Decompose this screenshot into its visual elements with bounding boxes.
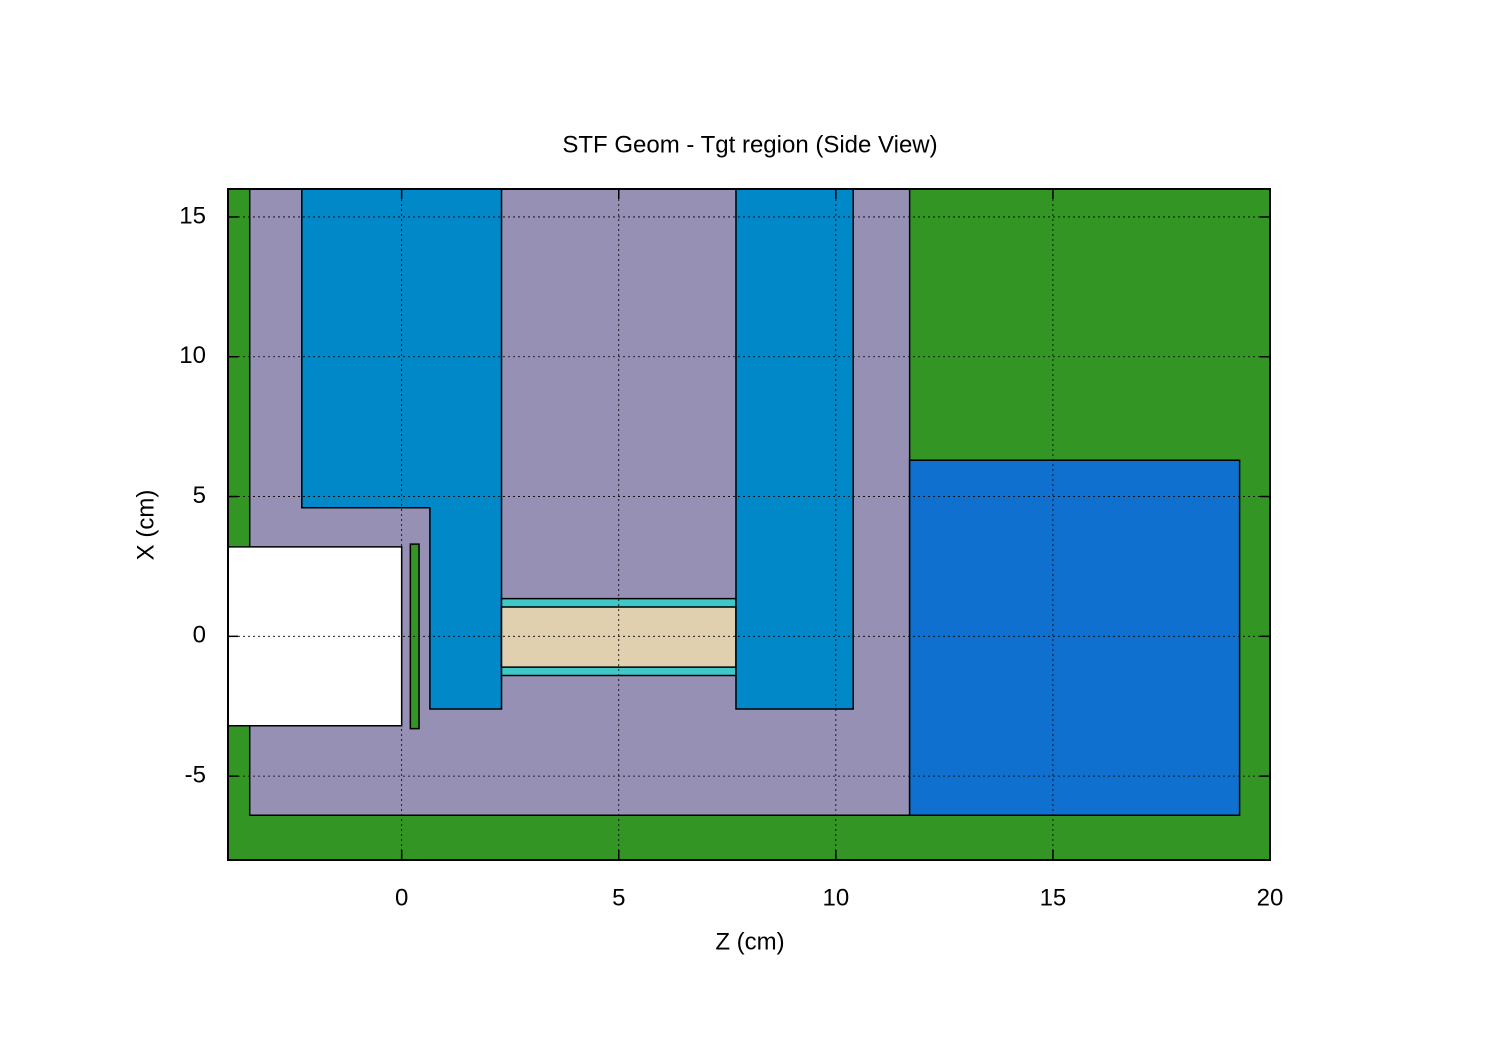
x-tick-label: 10: [822, 884, 849, 911]
plot-frame: [227, 188, 1271, 861]
y-tick-label: -5: [185, 761, 206, 788]
y-tick-label: 5: [193, 482, 206, 509]
x-tick-label: 20: [1257, 884, 1284, 911]
region: [908, 459, 1241, 817]
y-tick-label: 15: [179, 202, 206, 229]
x-axis-label: Z (cm): [715, 928, 784, 955]
y-tick-label: 0: [193, 622, 206, 649]
y-tick-label: 10: [179, 342, 206, 369]
chart-title: STF Geom - Tgt region (Side View): [562, 131, 937, 158]
x-tick-label: 5: [612, 884, 625, 911]
x-tick-label: 0: [395, 884, 408, 911]
x-tick-label: 15: [1040, 884, 1067, 911]
y-axis-label: X (cm): [132, 490, 159, 561]
